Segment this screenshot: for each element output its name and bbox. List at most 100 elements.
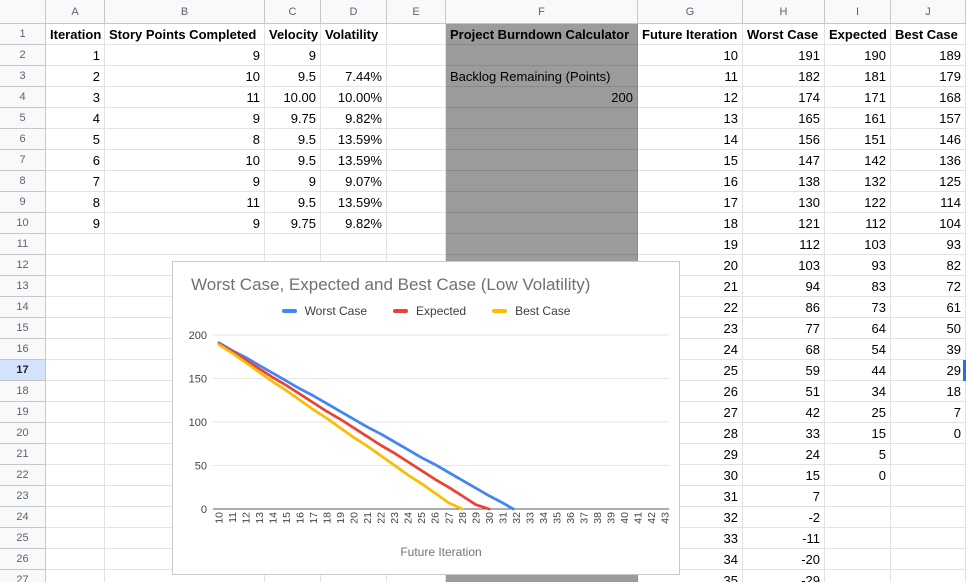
row-header-5[interactable]: 5 xyxy=(0,108,46,129)
cell-I21[interactable]: 5 xyxy=(825,444,891,465)
column-header-J[interactable]: J xyxy=(891,0,966,24)
cell-F2[interactable] xyxy=(446,45,638,66)
column-header-C[interactable]: C xyxy=(265,0,321,24)
cell-A27[interactable] xyxy=(46,570,105,582)
cell-F1[interactable]: Project Burndown Calculator xyxy=(446,24,638,45)
cell-J9[interactable]: 114 xyxy=(891,192,966,213)
cell-G26[interactable]: 34 xyxy=(638,549,743,570)
cell-H12[interactable]: 103 xyxy=(743,255,825,276)
cell-H9[interactable]: 130 xyxy=(743,192,825,213)
cell-C1[interactable]: Velocity xyxy=(265,24,321,45)
row-header-14[interactable]: 14 xyxy=(0,297,46,318)
cell-B3[interactable]: 10 xyxy=(105,66,265,87)
cell-G20[interactable]: 28 xyxy=(638,423,743,444)
cell-A20[interactable] xyxy=(46,423,105,444)
row-header-23[interactable]: 23 xyxy=(0,486,46,507)
cell-F4[interactable]: 200 xyxy=(446,87,638,108)
cell-G6[interactable]: 14 xyxy=(638,129,743,150)
cell-H3[interactable]: 182 xyxy=(743,66,825,87)
row-header-19[interactable]: 19 xyxy=(0,402,46,423)
cell-I15[interactable]: 64 xyxy=(825,318,891,339)
cell-C3[interactable]: 9.5 xyxy=(265,66,321,87)
cell-J24[interactable] xyxy=(891,507,966,528)
burndown-chart[interactable]: Worst Case, Expected and Best Case (Low … xyxy=(172,261,680,575)
cell-I19[interactable]: 25 xyxy=(825,402,891,423)
cell-B5[interactable]: 9 xyxy=(105,108,265,129)
cell-H11[interactable]: 112 xyxy=(743,234,825,255)
cell-A21[interactable] xyxy=(46,444,105,465)
cell-C27[interactable] xyxy=(265,570,321,582)
cell-I8[interactable]: 132 xyxy=(825,171,891,192)
cell-F8[interactable] xyxy=(446,171,638,192)
row-header-12[interactable]: 12 xyxy=(0,255,46,276)
cell-F10[interactable] xyxy=(446,213,638,234)
cell-G14[interactable]: 22 xyxy=(638,297,743,318)
cell-I20[interactable]: 15 xyxy=(825,423,891,444)
cell-F5[interactable] xyxy=(446,108,638,129)
row-header-21[interactable]: 21 xyxy=(0,444,46,465)
row-header-26[interactable]: 26 xyxy=(0,549,46,570)
column-header-A[interactable]: A xyxy=(46,0,105,24)
cell-A10[interactable]: 9 xyxy=(46,213,105,234)
cell-I5[interactable]: 161 xyxy=(825,108,891,129)
cell-H18[interactable]: 51 xyxy=(743,381,825,402)
cell-E7[interactable] xyxy=(387,150,446,171)
cell-E9[interactable] xyxy=(387,192,446,213)
cell-I16[interactable]: 54 xyxy=(825,339,891,360)
cell-J1[interactable]: Best Case xyxy=(891,24,966,45)
cell-H8[interactable]: 138 xyxy=(743,171,825,192)
cell-F11[interactable] xyxy=(446,234,638,255)
cell-D6[interactable]: 13.59% xyxy=(321,129,387,150)
cell-H13[interactable]: 94 xyxy=(743,276,825,297)
cell-A24[interactable] xyxy=(46,507,105,528)
cell-C7[interactable]: 9.5 xyxy=(265,150,321,171)
cell-F3[interactable]: Backlog Remaining (Points) xyxy=(446,66,638,87)
cell-A22[interactable] xyxy=(46,465,105,486)
cell-D3[interactable]: 7.44% xyxy=(321,66,387,87)
cell-J23[interactable] xyxy=(891,486,966,507)
row-header-27[interactable]: 27 xyxy=(0,570,46,582)
row-header-15[interactable]: 15 xyxy=(0,318,46,339)
cell-H6[interactable]: 156 xyxy=(743,129,825,150)
row-header-7[interactable]: 7 xyxy=(0,150,46,171)
column-header-D[interactable]: D xyxy=(321,0,387,24)
column-header-G[interactable]: G xyxy=(638,0,743,24)
cell-C8[interactable]: 9 xyxy=(265,171,321,192)
row-header-13[interactable]: 13 xyxy=(0,276,46,297)
cell-G23[interactable]: 31 xyxy=(638,486,743,507)
cell-J16[interactable]: 39 xyxy=(891,339,966,360)
row-header-25[interactable]: 25 xyxy=(0,528,46,549)
cell-A15[interactable] xyxy=(46,318,105,339)
cell-G24[interactable]: 32 xyxy=(638,507,743,528)
cell-A5[interactable]: 4 xyxy=(46,108,105,129)
cell-H20[interactable]: 33 xyxy=(743,423,825,444)
cell-I10[interactable]: 112 xyxy=(825,213,891,234)
cell-E3[interactable] xyxy=(387,66,446,87)
cell-C9[interactable]: 9.5 xyxy=(265,192,321,213)
select-all-corner[interactable] xyxy=(0,0,46,24)
row-header-8[interactable]: 8 xyxy=(0,171,46,192)
cell-J5[interactable]: 157 xyxy=(891,108,966,129)
cell-B1[interactable]: Story Points Completed xyxy=(105,24,265,45)
row-header-22[interactable]: 22 xyxy=(0,465,46,486)
row-header-17[interactable]: 17 xyxy=(0,360,46,381)
cell-D5[interactable]: 9.82% xyxy=(321,108,387,129)
cell-J3[interactable]: 179 xyxy=(891,66,966,87)
cell-B8[interactable]: 9 xyxy=(105,171,265,192)
cell-E1[interactable] xyxy=(387,24,446,45)
cell-C11[interactable] xyxy=(265,234,321,255)
cell-J26[interactable] xyxy=(891,549,966,570)
cell-G18[interactable]: 26 xyxy=(638,381,743,402)
cell-I4[interactable]: 171 xyxy=(825,87,891,108)
cell-A11[interactable] xyxy=(46,234,105,255)
row-header-24[interactable]: 24 xyxy=(0,507,46,528)
cell-G1[interactable]: Future Iteration xyxy=(638,24,743,45)
cell-H2[interactable]: 191 xyxy=(743,45,825,66)
cell-H23[interactable]: 7 xyxy=(743,486,825,507)
cell-D9[interactable]: 13.59% xyxy=(321,192,387,213)
cell-B2[interactable]: 9 xyxy=(105,45,265,66)
cell-H1[interactable]: Worst Case xyxy=(743,24,825,45)
cell-J13[interactable]: 72 xyxy=(891,276,966,297)
cell-G11[interactable]: 19 xyxy=(638,234,743,255)
cell-G4[interactable]: 12 xyxy=(638,87,743,108)
